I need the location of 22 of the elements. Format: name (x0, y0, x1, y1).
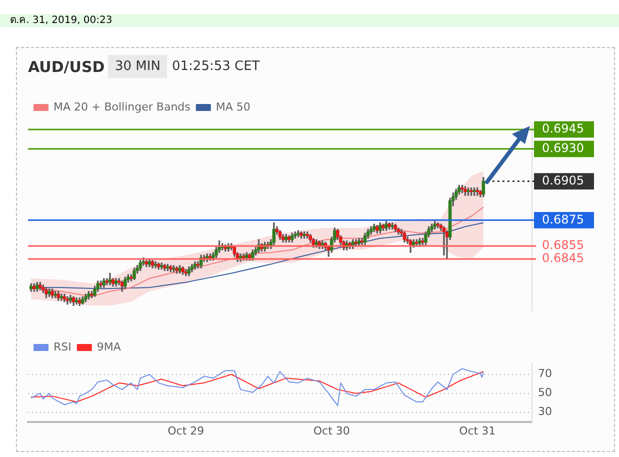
x-tick-label: Oct 30 (313, 424, 350, 438)
x-tick-label: Oct 29 (168, 424, 204, 438)
legend-label: RSI (54, 340, 72, 354)
y-tick-label: 30 (538, 405, 552, 418)
legend-label: 9MA (96, 340, 122, 354)
text: ต.ค. 31, 2019, 00:23 (0, 14, 619, 27)
chart-title: AUD/USD (28, 58, 105, 76)
y-tick-label: 0.6930 (542, 141, 584, 156)
y-tick-label: 0.6945 (542, 122, 584, 136)
y-tick-label: 50 (538, 386, 552, 400)
text: 30 MIN (108, 55, 168, 78)
y-tick-label: 0.6875 (542, 212, 584, 226)
candlestick (66, 296, 70, 305)
legend-label: MA 20 + Bollinger Bands (54, 100, 191, 114)
candlestick (442, 226, 446, 256)
y-tick-label: 70 (538, 367, 552, 380)
y-tick-label: 0.6845 (542, 251, 584, 266)
x-tick-label: Oct 31 (459, 424, 496, 438)
y-tick-label: 0.6905 (542, 173, 584, 188)
legend-label: MA 50 (216, 100, 250, 114)
y-tick-label: 0.6855 (542, 238, 584, 252)
text: 01:25:53 CET (172, 59, 260, 74)
